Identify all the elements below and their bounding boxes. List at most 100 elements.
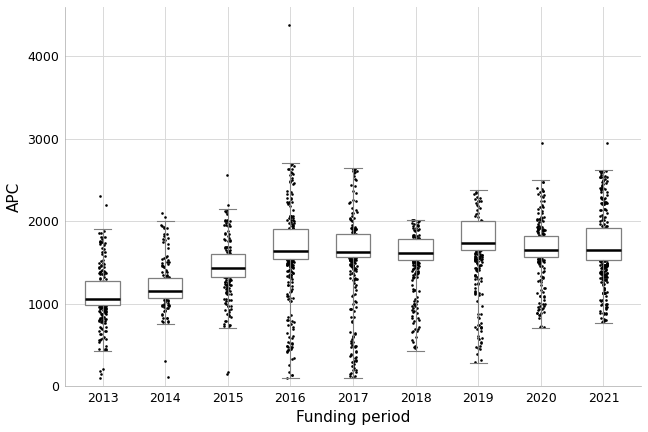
Point — [473, 238, 483, 245]
Point — [597, 276, 608, 283]
Point — [410, 343, 420, 349]
Point — [286, 226, 296, 233]
Point — [287, 245, 297, 252]
Point — [535, 254, 545, 260]
Point — [283, 254, 294, 261]
Point — [538, 292, 549, 299]
Point — [533, 240, 543, 247]
Point — [474, 248, 485, 255]
Point — [474, 227, 484, 234]
Point — [100, 346, 111, 353]
Point — [288, 319, 299, 326]
Point — [157, 278, 167, 285]
Point — [347, 269, 358, 276]
Point — [472, 233, 483, 240]
Point — [347, 226, 357, 232]
Point — [351, 190, 361, 197]
PathPatch shape — [211, 254, 245, 277]
Point — [98, 246, 109, 253]
Point — [98, 297, 109, 304]
Point — [222, 211, 233, 218]
Point — [411, 247, 421, 254]
Point — [345, 373, 355, 380]
Point — [286, 298, 296, 305]
Point — [471, 245, 481, 252]
Point — [99, 280, 110, 287]
Point — [289, 179, 299, 186]
Point — [345, 256, 355, 263]
Point — [345, 237, 356, 244]
Point — [222, 267, 233, 273]
Point — [534, 231, 544, 238]
Point — [598, 213, 608, 220]
Point — [350, 247, 360, 254]
Point — [345, 237, 356, 244]
Point — [100, 295, 110, 302]
Point — [409, 255, 419, 262]
Point — [159, 292, 169, 299]
Point — [157, 317, 167, 324]
Point — [94, 336, 104, 343]
Point — [287, 244, 297, 251]
Point — [224, 278, 234, 285]
Point — [537, 231, 548, 238]
Point — [288, 231, 298, 238]
Point — [346, 314, 356, 321]
Point — [596, 298, 606, 305]
Point — [476, 244, 486, 251]
Point — [537, 274, 548, 281]
Point — [95, 269, 105, 276]
Point — [599, 250, 609, 257]
Point — [288, 228, 299, 235]
Point — [345, 251, 355, 258]
Point — [598, 254, 608, 261]
Point — [595, 168, 605, 175]
Point — [95, 268, 106, 275]
Point — [226, 306, 237, 313]
Point — [351, 266, 361, 273]
Point — [222, 251, 232, 258]
Point — [286, 260, 296, 267]
Point — [598, 168, 608, 175]
Point — [601, 316, 612, 323]
Point — [161, 272, 171, 279]
Point — [408, 217, 418, 224]
Point — [597, 184, 608, 191]
Point — [469, 254, 480, 260]
Point — [287, 279, 297, 286]
Point — [412, 273, 422, 280]
Point — [535, 246, 546, 253]
Point — [597, 236, 608, 243]
Point — [163, 282, 173, 289]
Point — [97, 248, 107, 255]
Point — [597, 184, 607, 191]
Point — [414, 288, 424, 295]
Point — [410, 241, 421, 248]
Point — [224, 249, 235, 256]
Point — [289, 219, 299, 226]
Point — [351, 286, 362, 293]
Point — [286, 232, 296, 239]
Point — [98, 270, 108, 277]
Point — [408, 246, 418, 253]
Point — [223, 303, 233, 310]
Point — [96, 318, 106, 325]
Point — [288, 235, 299, 242]
Point — [407, 251, 417, 258]
Point — [602, 232, 612, 238]
Point — [94, 301, 104, 308]
Point — [538, 232, 548, 239]
Point — [349, 258, 359, 265]
Point — [226, 296, 236, 303]
Point — [596, 257, 607, 264]
Point — [411, 239, 422, 246]
Point — [219, 270, 229, 276]
Point — [94, 269, 104, 276]
Point — [222, 263, 232, 270]
Point — [284, 362, 294, 369]
Point — [347, 213, 358, 219]
Point — [98, 304, 108, 311]
Point — [413, 221, 424, 228]
Point — [100, 308, 110, 314]
Point — [347, 250, 358, 257]
